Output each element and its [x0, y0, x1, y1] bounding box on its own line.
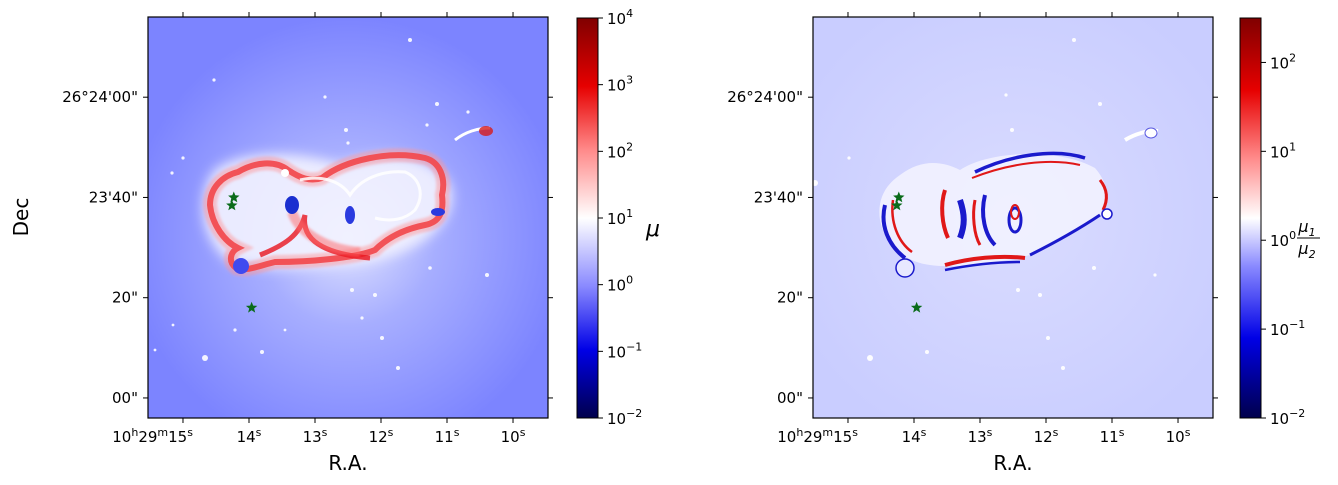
colorbar-label-2: μ1 μ2 [1297, 217, 1320, 261]
colorbar-ticks-1: 104 103 102 101 100 10−1 10−2 [598, 7, 642, 428]
colorbar-tick-label: 100 [607, 274, 633, 295]
xtick-label: 12s [369, 426, 394, 446]
xtick-label: 14s [237, 426, 262, 446]
panel-2: 10h29m15s 14s 13s 12s 11s 10s 26°24'00" 23'40"… [727, 12, 1320, 475]
xtick-label: 14s [902, 426, 927, 446]
colorbar-tick-label: 104 [607, 7, 633, 28]
panel-1: 10h29m15s 14s 13s 12s 11s 10s 26°24'00" 23'40"… [9, 7, 660, 475]
svg-text:μ1: μ1 [1297, 217, 1315, 239]
xticks-1: 10h29m15s 14s 13s 12s 11s 10s [112, 12, 526, 446]
xtick-label: 10h29m15s [777, 426, 858, 446]
colorbar-tick-label: 102 [607, 140, 633, 161]
markers-2 [891, 191, 923, 313]
xtick-label: 13s [968, 426, 993, 446]
y-axis-label-1: Dec [9, 198, 33, 237]
xtick-label: 10s [1166, 426, 1191, 446]
colorbar-tick-label: 10−1 [607, 340, 642, 361]
colorbar-tick-label: 10−2 [607, 407, 642, 428]
colorbar-tick-label: 101 [1270, 140, 1296, 161]
star-marker [228, 191, 240, 203]
xtick-label: 10s [501, 426, 526, 446]
ytick-label: 00" [777, 389, 803, 407]
ytick-label: 20" [112, 289, 138, 307]
colorbar-tick-label: 102 [1270, 51, 1296, 72]
xtick-label: 10h29m15s [112, 426, 193, 446]
star-marker [893, 191, 905, 203]
xticks-2: 10h29m15s 14s 13s 12s 11s 10s [777, 12, 1191, 446]
ytick-label: 20" [777, 289, 803, 307]
yticks-1: 26°24'00" 23'40" 20" 00" [62, 88, 553, 407]
colorbar-tick-label: 100 [1270, 229, 1296, 250]
plot-frame-1 [147, 16, 549, 419]
colorbar-tick-label: 10−2 [1270, 407, 1305, 428]
plot-frame-2 [812, 16, 1214, 419]
ytick-label: 26°24'00" [727, 88, 803, 106]
xtick-label: 11s [435, 426, 460, 446]
star-marker [891, 199, 903, 211]
ytick-label: 26°24'00" [62, 88, 138, 106]
colorbar-gradient-2 [1239, 17, 1262, 419]
ytick-label: 00" [112, 389, 138, 407]
x-axis-label-2: R.A. [993, 451, 1032, 475]
colorbar-tick-label: 103 [607, 74, 633, 95]
ytick-label: 23'40" [89, 188, 138, 206]
xtick-label: 11s [1100, 426, 1125, 446]
colorbar-label-1: μ [645, 217, 660, 242]
magnification-map-1 [148, 17, 548, 418]
ytick-label: 23'40" [754, 188, 803, 206]
colorbar-ticks-2: 102 101 100 10−1 10−2 [1261, 51, 1305, 428]
colorbar-tick-label: 101 [607, 207, 633, 228]
yticks-2: 26°24'00" 23'40" 20" 00" [727, 88, 1218, 407]
magnification-ratio-map-2 [812, 17, 1213, 418]
colorbar-gradient-1 [576, 17, 599, 419]
colorbar-2: 102 101 100 10−1 10−2 μ1 μ2 [1239, 17, 1320, 428]
svg-text:μ2: μ2 [1297, 239, 1315, 261]
colorbar-tick-label: 10−1 [1270, 318, 1305, 339]
markers-1 [226, 191, 258, 313]
star-marker [910, 301, 923, 313]
x-axis-label-1: R.A. [328, 451, 367, 475]
star-marker [226, 199, 238, 211]
xtick-label: 12s [1034, 426, 1059, 446]
xtick-label: 13s [303, 426, 328, 446]
colorbar-1: 104 103 102 101 100 10−1 10−2 μ [576, 7, 660, 428]
star-marker [245, 301, 258, 313]
